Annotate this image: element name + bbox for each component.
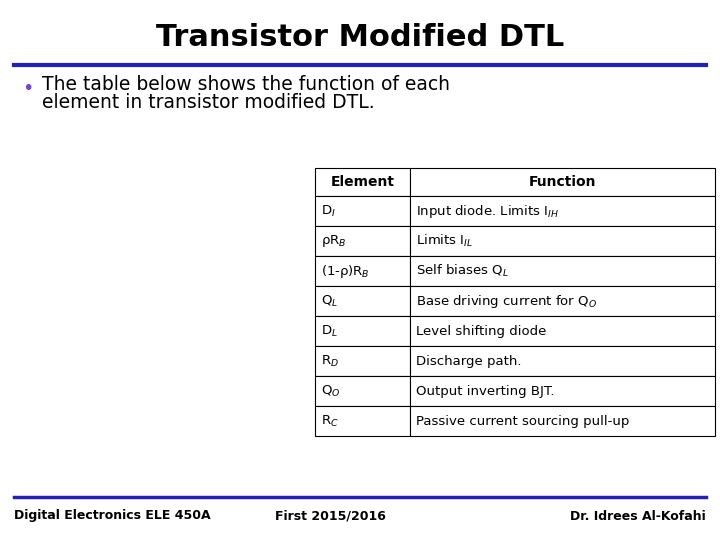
Bar <box>315 226 410 256</box>
Text: (1-ρ)R$_B$: (1-ρ)R$_B$ <box>321 262 369 280</box>
Text: •: • <box>22 78 33 98</box>
Bar <box>410 346 715 376</box>
Text: Digital Electronics ELE 450A: Digital Electronics ELE 450A <box>14 510 211 523</box>
Text: R$_C$: R$_C$ <box>321 414 338 429</box>
Text: R$_D$: R$_D$ <box>321 354 339 368</box>
Bar <box>315 406 410 436</box>
Bar <box>315 256 410 286</box>
Text: Input diode. Limits I$_{IH}$: Input diode. Limits I$_{IH}$ <box>416 202 559 219</box>
Bar <box>410 316 715 346</box>
Text: Limits I$_{IL}$: Limits I$_{IL}$ <box>416 233 473 249</box>
Text: Q$_O$: Q$_O$ <box>321 383 341 399</box>
Text: D$_I$: D$_I$ <box>321 204 336 219</box>
Text: Function: Function <box>528 175 596 189</box>
Text: Dr. Idrees Al-Kofahi: Dr. Idrees Al-Kofahi <box>570 510 706 523</box>
Text: First 2015/2016: First 2015/2016 <box>274 510 385 523</box>
Bar <box>410 168 715 196</box>
Text: D$_L$: D$_L$ <box>321 323 338 339</box>
Bar <box>315 316 410 346</box>
Text: The table below shows the function of each: The table below shows the function of ea… <box>42 75 450 93</box>
Text: Base driving current for Q$_O$: Base driving current for Q$_O$ <box>416 293 597 309</box>
Bar <box>410 256 715 286</box>
Text: Passive current sourcing pull-up: Passive current sourcing pull-up <box>416 415 629 428</box>
Bar <box>410 196 715 226</box>
Bar <box>315 196 410 226</box>
Bar <box>410 286 715 316</box>
Text: Q$_L$: Q$_L$ <box>321 293 338 308</box>
Text: Discharge path.: Discharge path. <box>416 354 521 368</box>
Text: Output inverting BJT.: Output inverting BJT. <box>416 384 554 397</box>
Bar <box>410 406 715 436</box>
Text: Element: Element <box>330 175 395 189</box>
Bar <box>410 376 715 406</box>
Bar <box>315 286 410 316</box>
Bar <box>315 376 410 406</box>
Bar <box>315 346 410 376</box>
Bar <box>315 168 410 196</box>
Text: ρR$_B$: ρR$_B$ <box>321 233 346 249</box>
Text: Self biases Q$_L$: Self biases Q$_L$ <box>416 263 508 279</box>
Text: element in transistor modified DTL.: element in transistor modified DTL. <box>42 93 374 112</box>
Text: Transistor Modified DTL: Transistor Modified DTL <box>156 24 564 52</box>
Text: Level shifting diode: Level shifting diode <box>416 325 546 338</box>
Bar <box>410 226 715 256</box>
